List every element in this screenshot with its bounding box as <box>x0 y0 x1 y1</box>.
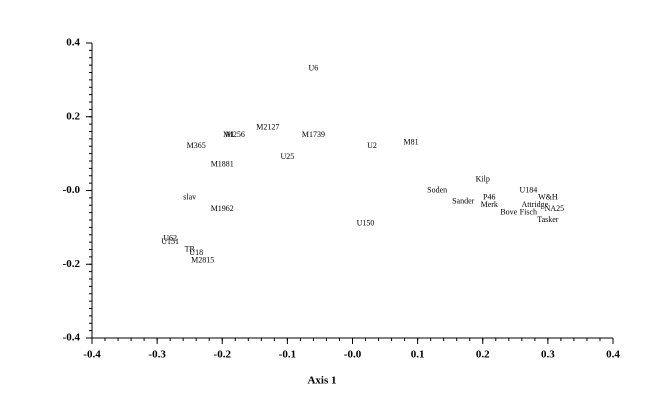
x-tick-label: -0.2 <box>214 349 232 361</box>
point-label: U184 <box>519 185 537 194</box>
point-label: W&H <box>538 193 558 202</box>
point-label: Sander <box>452 196 475 205</box>
y-tick-label: 0.4 <box>66 37 80 49</box>
x-tick-label: -0.0 <box>344 349 362 361</box>
point-label: Attridge <box>522 200 549 209</box>
point-label: U6 <box>309 64 319 73</box>
x-tick-label: 0.1 <box>411 349 425 361</box>
point-label: Soden <box>427 185 447 194</box>
y-tick-label: -0.4 <box>63 332 81 344</box>
x-tick-label: 0.3 <box>541 349 555 361</box>
y-tick-label: 0.2 <box>66 110 80 122</box>
point-label: P46 <box>483 193 495 202</box>
point-label: M256 <box>226 130 245 139</box>
y-tick-label: -0.0 <box>63 184 81 196</box>
x-tick-label: -0.4 <box>83 349 101 361</box>
x-axis-title: Axis 1 <box>307 375 336 387</box>
point-label: U2 <box>367 141 377 150</box>
point-label: Bove <box>500 207 517 216</box>
point-label: M81 <box>404 137 419 146</box>
point-label: U25 <box>280 152 294 161</box>
x-tick-label: 0.2 <box>476 349 490 361</box>
point-label: U151 <box>161 237 179 246</box>
point-label: Merk <box>481 200 498 209</box>
point-label: M1739 <box>302 130 325 139</box>
point-label: U62 <box>163 233 177 242</box>
point-label: TR <box>185 244 196 253</box>
point-label: M1881 <box>211 160 234 169</box>
point-label: Fisch <box>520 207 537 216</box>
point-label: M2127 <box>256 123 279 132</box>
x-tick-label: 0.4 <box>606 349 620 361</box>
point-label: Kilp <box>476 174 490 183</box>
point-label: NA25 <box>545 204 565 213</box>
x-tick-label: -0.1 <box>279 349 296 361</box>
point-label: M365 <box>187 141 206 150</box>
point-label: M1962 <box>211 204 234 213</box>
y-tick-label: -0.2 <box>63 258 81 270</box>
point-label: Tasker <box>537 215 559 224</box>
x-tick-label: -0.3 <box>148 349 166 361</box>
point-label: M1 <box>223 130 234 139</box>
point-label: U18 <box>189 248 203 257</box>
point-label: U150 <box>357 219 375 228</box>
point-label: M2815 <box>191 255 214 264</box>
point-label: slav <box>183 193 196 202</box>
